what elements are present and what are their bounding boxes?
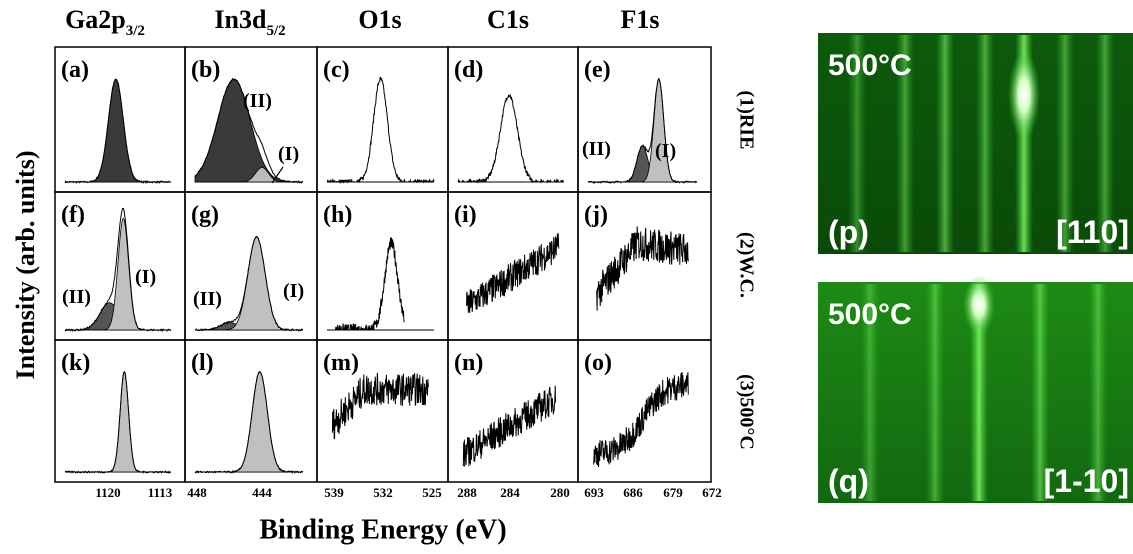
row-label: (2)W.C. [735,232,757,298]
x-tick-label: 679 [663,485,683,500]
x-tick-label: 288 [457,485,477,500]
peak-label: (II) [582,138,611,160]
header-subscript: 5/2 [266,23,285,39]
panel-frame [577,339,712,483]
panel-label: (n) [454,350,483,376]
panel-label: (o) [584,350,612,376]
rheed-streak [976,35,994,252]
panel-label: (c) [323,57,350,83]
header-base: C1s [487,5,529,34]
header-base: Ga2p [65,5,126,34]
panel-label: (l) [191,350,214,376]
y-axis-label: Intensity (arb. units) [11,151,40,380]
peak-label: (II) [193,288,222,310]
row-label: (1)RIE [735,91,757,150]
x-tick-label: 686 [623,485,643,500]
fitted-peak [195,371,303,473]
spectrum [195,235,304,332]
panel-label: (g) [191,202,219,228]
x-tick-label: 532 [373,485,393,500]
peak-label: (I) [655,140,676,162]
rheed-streak [848,35,866,252]
panel-label: (m) [323,350,359,376]
rheed-streak [861,284,879,501]
rheed-direction: [1-10] [1044,463,1129,499]
spectrum [466,232,560,313]
panel-label: (j) [584,202,608,228]
panel-label: (d) [454,57,483,83]
rheed-temperature: 500°C [828,298,912,331]
peak-label: (II) [243,90,272,112]
x-tick-label: 444 [252,485,272,500]
peak-label: (I) [278,143,299,165]
x-tick-label: 525 [422,485,442,500]
peak-pointer [271,166,284,184]
rheed-streak [1096,35,1114,252]
spectrum [64,207,172,333]
header-subscript: 3/2 [126,23,145,39]
fitted-peak [65,371,171,473]
spectrum [335,237,405,331]
column-header: O1s [358,5,401,34]
spectrum [457,93,564,184]
rheed-label: (p) [828,214,869,250]
panel-label: (k) [61,350,90,376]
column-header: C1s [487,5,529,34]
x-tick-label: 284 [500,485,520,500]
panel-label: (b) [191,57,220,83]
header-base: In3d [214,5,267,34]
x-tick-label: 1113 [148,485,173,500]
rheed-streak [936,35,954,252]
fitted-peak [65,78,171,183]
rheed-streak [896,35,914,252]
spectrum [194,371,304,474]
rheed-image [818,33,1133,254]
header-base: F1s [621,5,660,34]
rheed-direction: [110] [1056,214,1129,250]
rheed-temperature: 500°C [828,49,912,82]
rheed-streak [1031,284,1049,501]
x-tick-label: 1120 [95,485,120,500]
panel-label: (i) [454,202,477,228]
column-header: Ga2p3/2 [65,5,145,39]
rheed-spot [1008,50,1040,140]
panel-label: (e) [584,57,611,83]
row-label: (3)500°C [735,374,757,450]
column-header: F1s [621,5,660,34]
header-base: O1s [358,5,401,34]
peak-label: (I) [135,266,156,288]
spectrum [596,226,689,311]
x-axis-label: Binding Energy (eV) [259,514,506,545]
x-tick-label: 539 [324,485,344,500]
spectrum [587,77,698,184]
peak-label: (II) [62,286,91,308]
spectrum [326,76,435,184]
fitted-peak [195,167,303,183]
x-tick-label: 672 [702,485,722,500]
spectrum [64,78,172,185]
rheed-label: (q) [828,463,869,499]
spectrum [593,371,689,468]
rheed-spot [963,275,995,335]
rheed-streak [1056,35,1074,252]
spectrum [462,385,556,467]
panel-label: (a) [61,57,89,83]
x-tick-label: 280 [550,485,570,500]
peak-label: (I) [283,280,304,302]
spectrum [331,372,430,440]
panel-label: (f) [61,202,85,228]
column-header: In3d5/2 [214,5,285,39]
rheed-streak [1089,284,1107,501]
spectrum [194,77,304,184]
x-tick-label: 693 [584,485,604,500]
spectrum [64,370,172,474]
x-tick-label: 448 [187,485,207,500]
panel-label: (h) [323,202,352,228]
rheed-streak [926,284,944,501]
rheed-streak [970,284,988,501]
